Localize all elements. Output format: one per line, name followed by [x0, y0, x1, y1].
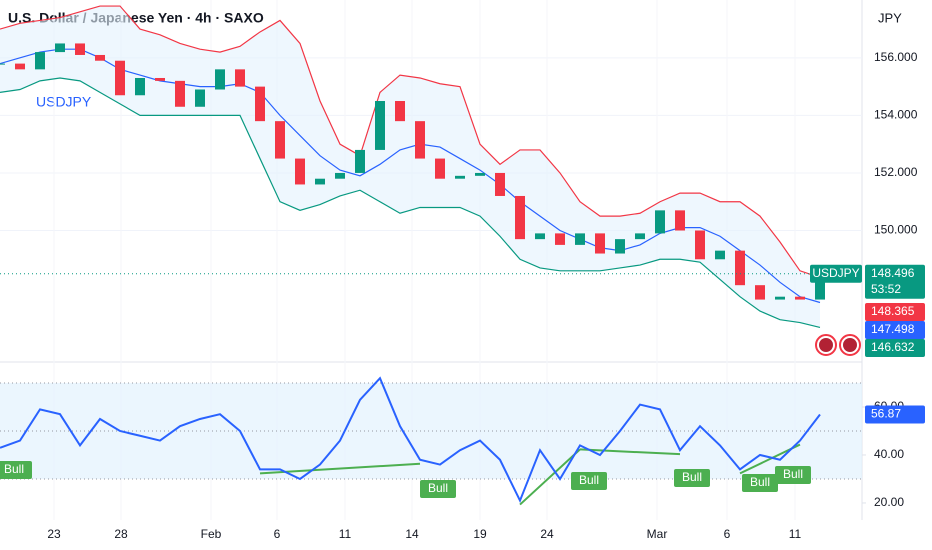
x-tick-label: 24 — [540, 527, 554, 541]
candle — [0, 63, 5, 65]
x-tick-label: 6 — [724, 527, 731, 541]
y-tick-label: 20.00 — [874, 495, 904, 509]
candle — [375, 101, 385, 150]
y-tick-label: 152.000 — [874, 165, 918, 179]
candle — [295, 158, 305, 185]
candle — [335, 172, 345, 179]
candle — [795, 296, 805, 300]
price-tag-label: 146.632 — [871, 340, 915, 354]
price-tag — [865, 321, 925, 339]
bull-label-box — [0, 461, 32, 479]
candle — [475, 172, 485, 176]
candle — [315, 178, 325, 185]
candle — [555, 233, 565, 245]
divergence-line — [519, 448, 581, 506]
price-tag-label: 148.496 — [871, 266, 915, 280]
candle — [355, 149, 365, 173]
bull-label: Bull — [428, 481, 448, 495]
price-tag — [865, 264, 925, 299]
legend: USDJPY — [36, 94, 92, 110]
bull-label-box — [420, 480, 456, 498]
candle — [495, 172, 505, 196]
candle — [815, 273, 825, 300]
candle — [675, 210, 685, 231]
countdown: 53:52 — [871, 282, 901, 296]
x-tick-label: Feb — [201, 527, 222, 541]
candle — [215, 69, 225, 90]
candle — [655, 210, 665, 234]
y-tick-label: 154.000 — [874, 108, 918, 122]
candle — [235, 69, 245, 87]
bull-label: Bull — [750, 475, 770, 489]
candle — [455, 175, 465, 179]
candle — [575, 233, 585, 245]
candle — [55, 43, 65, 53]
x-tick-label: Mar — [647, 527, 668, 541]
candle — [535, 233, 545, 240]
x-tick-label: 19 — [473, 527, 487, 541]
candle — [595, 233, 605, 254]
x-tick-label: 11 — [339, 527, 352, 541]
price-tag — [865, 339, 925, 357]
bull-label-box — [742, 474, 778, 492]
bull-label: Bull — [783, 467, 803, 481]
candle — [175, 80, 185, 107]
candle — [155, 77, 165, 81]
x-tick-label: 23 — [47, 527, 61, 541]
price-tag-label: 147.498 — [871, 322, 915, 336]
candle — [255, 86, 265, 122]
x-tick-label: 28 — [114, 527, 128, 541]
price-tag-label: 148.365 — [871, 304, 915, 318]
x-tick-label: 11 — [789, 527, 802, 541]
symbol-tag — [810, 264, 862, 283]
candle — [135, 77, 145, 96]
candle — [115, 60, 125, 96]
y-tick-label: 40.00 — [874, 447, 904, 461]
bull-label: Bull — [682, 470, 702, 484]
rsi-line — [0, 376, 821, 504]
candle — [435, 158, 445, 179]
price-tag — [865, 303, 925, 321]
candle — [195, 89, 205, 107]
candle — [275, 121, 285, 159]
price-tag-label: 56.87 — [871, 407, 901, 421]
bull-label: Bull — [579, 473, 599, 487]
bull-label-box — [674, 469, 710, 487]
x-tick-label: 6 — [274, 527, 281, 541]
price-tag — [865, 405, 925, 424]
band-line — [0, 5, 821, 279]
candle — [415, 121, 425, 159]
plot — [0, 5, 862, 506]
flag-icon — [819, 338, 833, 352]
bull-label: Bull — [4, 462, 24, 476]
candle — [15, 63, 25, 70]
candle — [635, 233, 645, 240]
candle — [735, 250, 745, 286]
y-tick-label: 150.000 — [874, 223, 918, 237]
candle — [615, 239, 625, 254]
candle — [95, 54, 105, 61]
symbol-tag-label: USDJPY — [812, 266, 859, 280]
candle — [715, 250, 725, 260]
divergence-line — [579, 448, 681, 456]
currency: JPY — [878, 10, 902, 25]
bull-label-box — [571, 472, 607, 490]
candle — [75, 43, 85, 55]
x-tick-label: 14 — [405, 527, 419, 541]
candle — [395, 101, 405, 122]
flag-icon — [843, 338, 857, 352]
y-tick-label: 156.000 — [874, 50, 918, 64]
candle — [515, 195, 525, 240]
candle — [35, 52, 45, 70]
band-line — [0, 77, 821, 329]
candle — [695, 230, 705, 260]
bull-label-box — [775, 466, 811, 484]
candle — [775, 296, 785, 300]
candle — [755, 285, 765, 300]
